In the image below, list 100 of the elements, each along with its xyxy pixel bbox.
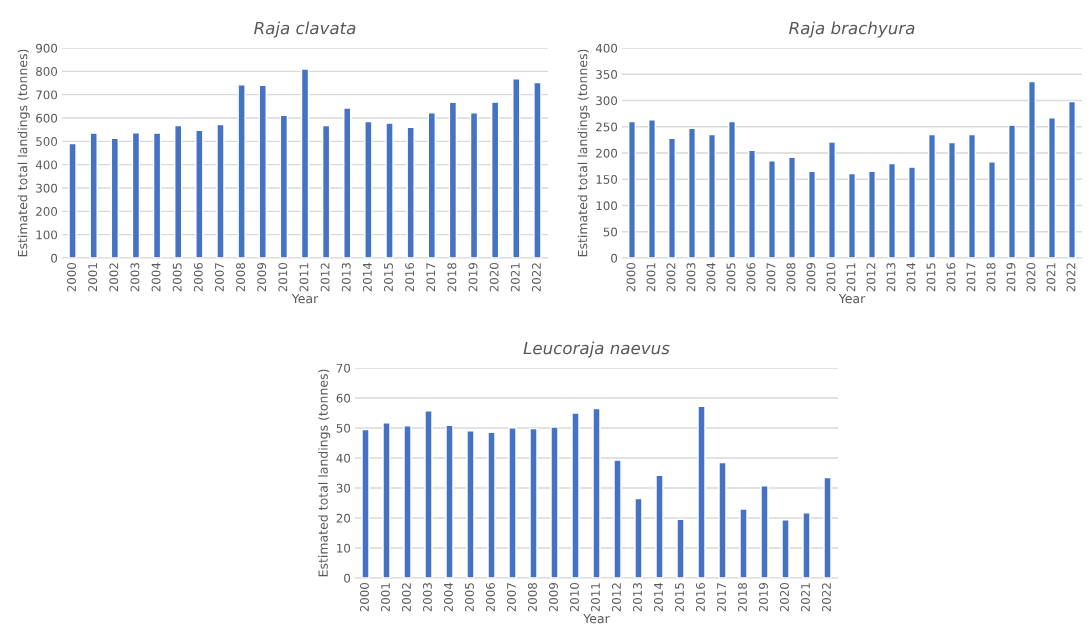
bar: [788, 156, 796, 258]
bar: [848, 172, 856, 258]
bar: [760, 485, 769, 578]
bar: [508, 427, 517, 578]
bar: [110, 137, 120, 258]
bar: [592, 407, 601, 578]
y-tick-label: 0: [344, 573, 351, 583]
x-axis-title: Year: [838, 293, 866, 304]
y-tick-label: 50: [336, 423, 351, 433]
x-tick-label: 2002: [666, 263, 676, 292]
bar: [448, 101, 458, 258]
x-tick-label: 2010: [278, 262, 288, 292]
bar: [424, 410, 433, 578]
y-tick-label: 0: [51, 253, 58, 263]
bar: [466, 430, 475, 578]
x-tick-label: 2000: [67, 262, 76, 292]
x-tick-label: 2016: [696, 582, 705, 612]
x-tick-label: 2008: [236, 262, 246, 292]
x-tick-label: 2011: [846, 263, 856, 292]
bar: [487, 431, 496, 578]
y-tick-label: 900: [36, 43, 58, 53]
bar: [533, 81, 542, 258]
x-tick-label: 2014: [362, 262, 372, 292]
bar: [655, 474, 664, 578]
x-tick-label: 2015: [384, 263, 393, 292]
bar: [688, 127, 696, 258]
y-tick-label: 20: [336, 513, 351, 523]
bar: [988, 161, 996, 258]
y-tick-label: 800: [36, 67, 58, 76]
x-tick-label: 2000: [360, 582, 369, 612]
x-tick-label: 2012: [320, 263, 330, 292]
bar: [321, 124, 331, 258]
y-tick-label: 700: [36, 90, 58, 100]
bar: [571, 412, 580, 578]
x-tick-label: 2021: [801, 583, 810, 612]
x-tick-label: 2014: [654, 582, 663, 612]
x-tick-label: 2010: [826, 262, 836, 292]
bar: [634, 497, 643, 578]
bar: [406, 126, 415, 258]
bar: [403, 425, 412, 578]
x-axis-title: Year: [291, 293, 319, 304]
x-tick-label: 2002: [402, 583, 411, 612]
x-tick-label: 2020: [1026, 262, 1036, 292]
x-tick-label: 2021: [510, 263, 520, 292]
x-tick-label: 2013: [341, 263, 351, 292]
x-tick-label: 2009: [257, 263, 267, 292]
x-tick-label: 2012: [612, 583, 621, 612]
bar: [469, 112, 479, 258]
x-tick-label: 2003: [130, 263, 140, 292]
x-tick-label: 2019: [1006, 263, 1016, 292]
bar: [529, 427, 538, 578]
x-tick-label: 2018: [986, 262, 996, 292]
x-tick-label: 2009: [549, 583, 558, 612]
x-axis-title: Year: [583, 613, 610, 624]
bar: [89, 132, 98, 258]
bar: [781, 519, 790, 578]
bar: [152, 132, 162, 258]
y-axis-title: Estimated total landings (tonnes): [318, 369, 331, 577]
bar: [948, 141, 956, 258]
x-tick-label: 2005: [172, 263, 182, 292]
bar: [768, 160, 776, 258]
bar: [382, 422, 391, 578]
x-tick-label: 2011: [299, 263, 309, 292]
y-tick-label: 250: [596, 122, 618, 132]
bar: [1048, 117, 1056, 258]
x-tick-label: 2022: [531, 263, 541, 292]
chart-title: Raja brachyura: [789, 21, 915, 38]
y-tick-label: 350: [596, 69, 618, 79]
bar: [512, 78, 521, 258]
x-tick-label: 2001: [381, 583, 390, 612]
x-tick-label: 2002: [109, 263, 119, 292]
y-tick-label: 500: [36, 137, 58, 146]
x-tick-label: 2003: [423, 583, 432, 612]
bar: [364, 120, 373, 258]
x-tick-label: 2005: [726, 263, 736, 292]
bar: [802, 512, 811, 578]
y-tick-label: 40: [336, 453, 351, 463]
bar: [968, 133, 976, 258]
x-tick-label: 2013: [886, 263, 896, 292]
x-tick-label: 2010: [570, 582, 579, 612]
chart-title: Leucoraja naevus: [523, 341, 670, 358]
bar: [258, 84, 267, 258]
bar: [823, 476, 832, 578]
bar: [808, 170, 816, 258]
x-tick-label: 2009: [806, 263, 816, 292]
x-tick-label: 2012: [866, 263, 876, 292]
y-tick-label: 30: [336, 483, 351, 493]
bar: [888, 162, 896, 258]
x-tick-label: 2004: [151, 262, 161, 292]
x-tick-label: 2005: [465, 583, 474, 612]
bar: [1068, 100, 1076, 258]
y-tick-label: 60: [336, 393, 351, 403]
bar: [427, 112, 436, 258]
y-tick-label: 400: [595, 43, 618, 53]
bar: [131, 132, 141, 258]
x-tick-label: 2017: [426, 263, 436, 292]
bar: [445, 424, 454, 578]
bar: [908, 166, 916, 258]
x-tick-label: 2004: [706, 262, 716, 292]
x-tick-label: 2003: [686, 263, 696, 292]
